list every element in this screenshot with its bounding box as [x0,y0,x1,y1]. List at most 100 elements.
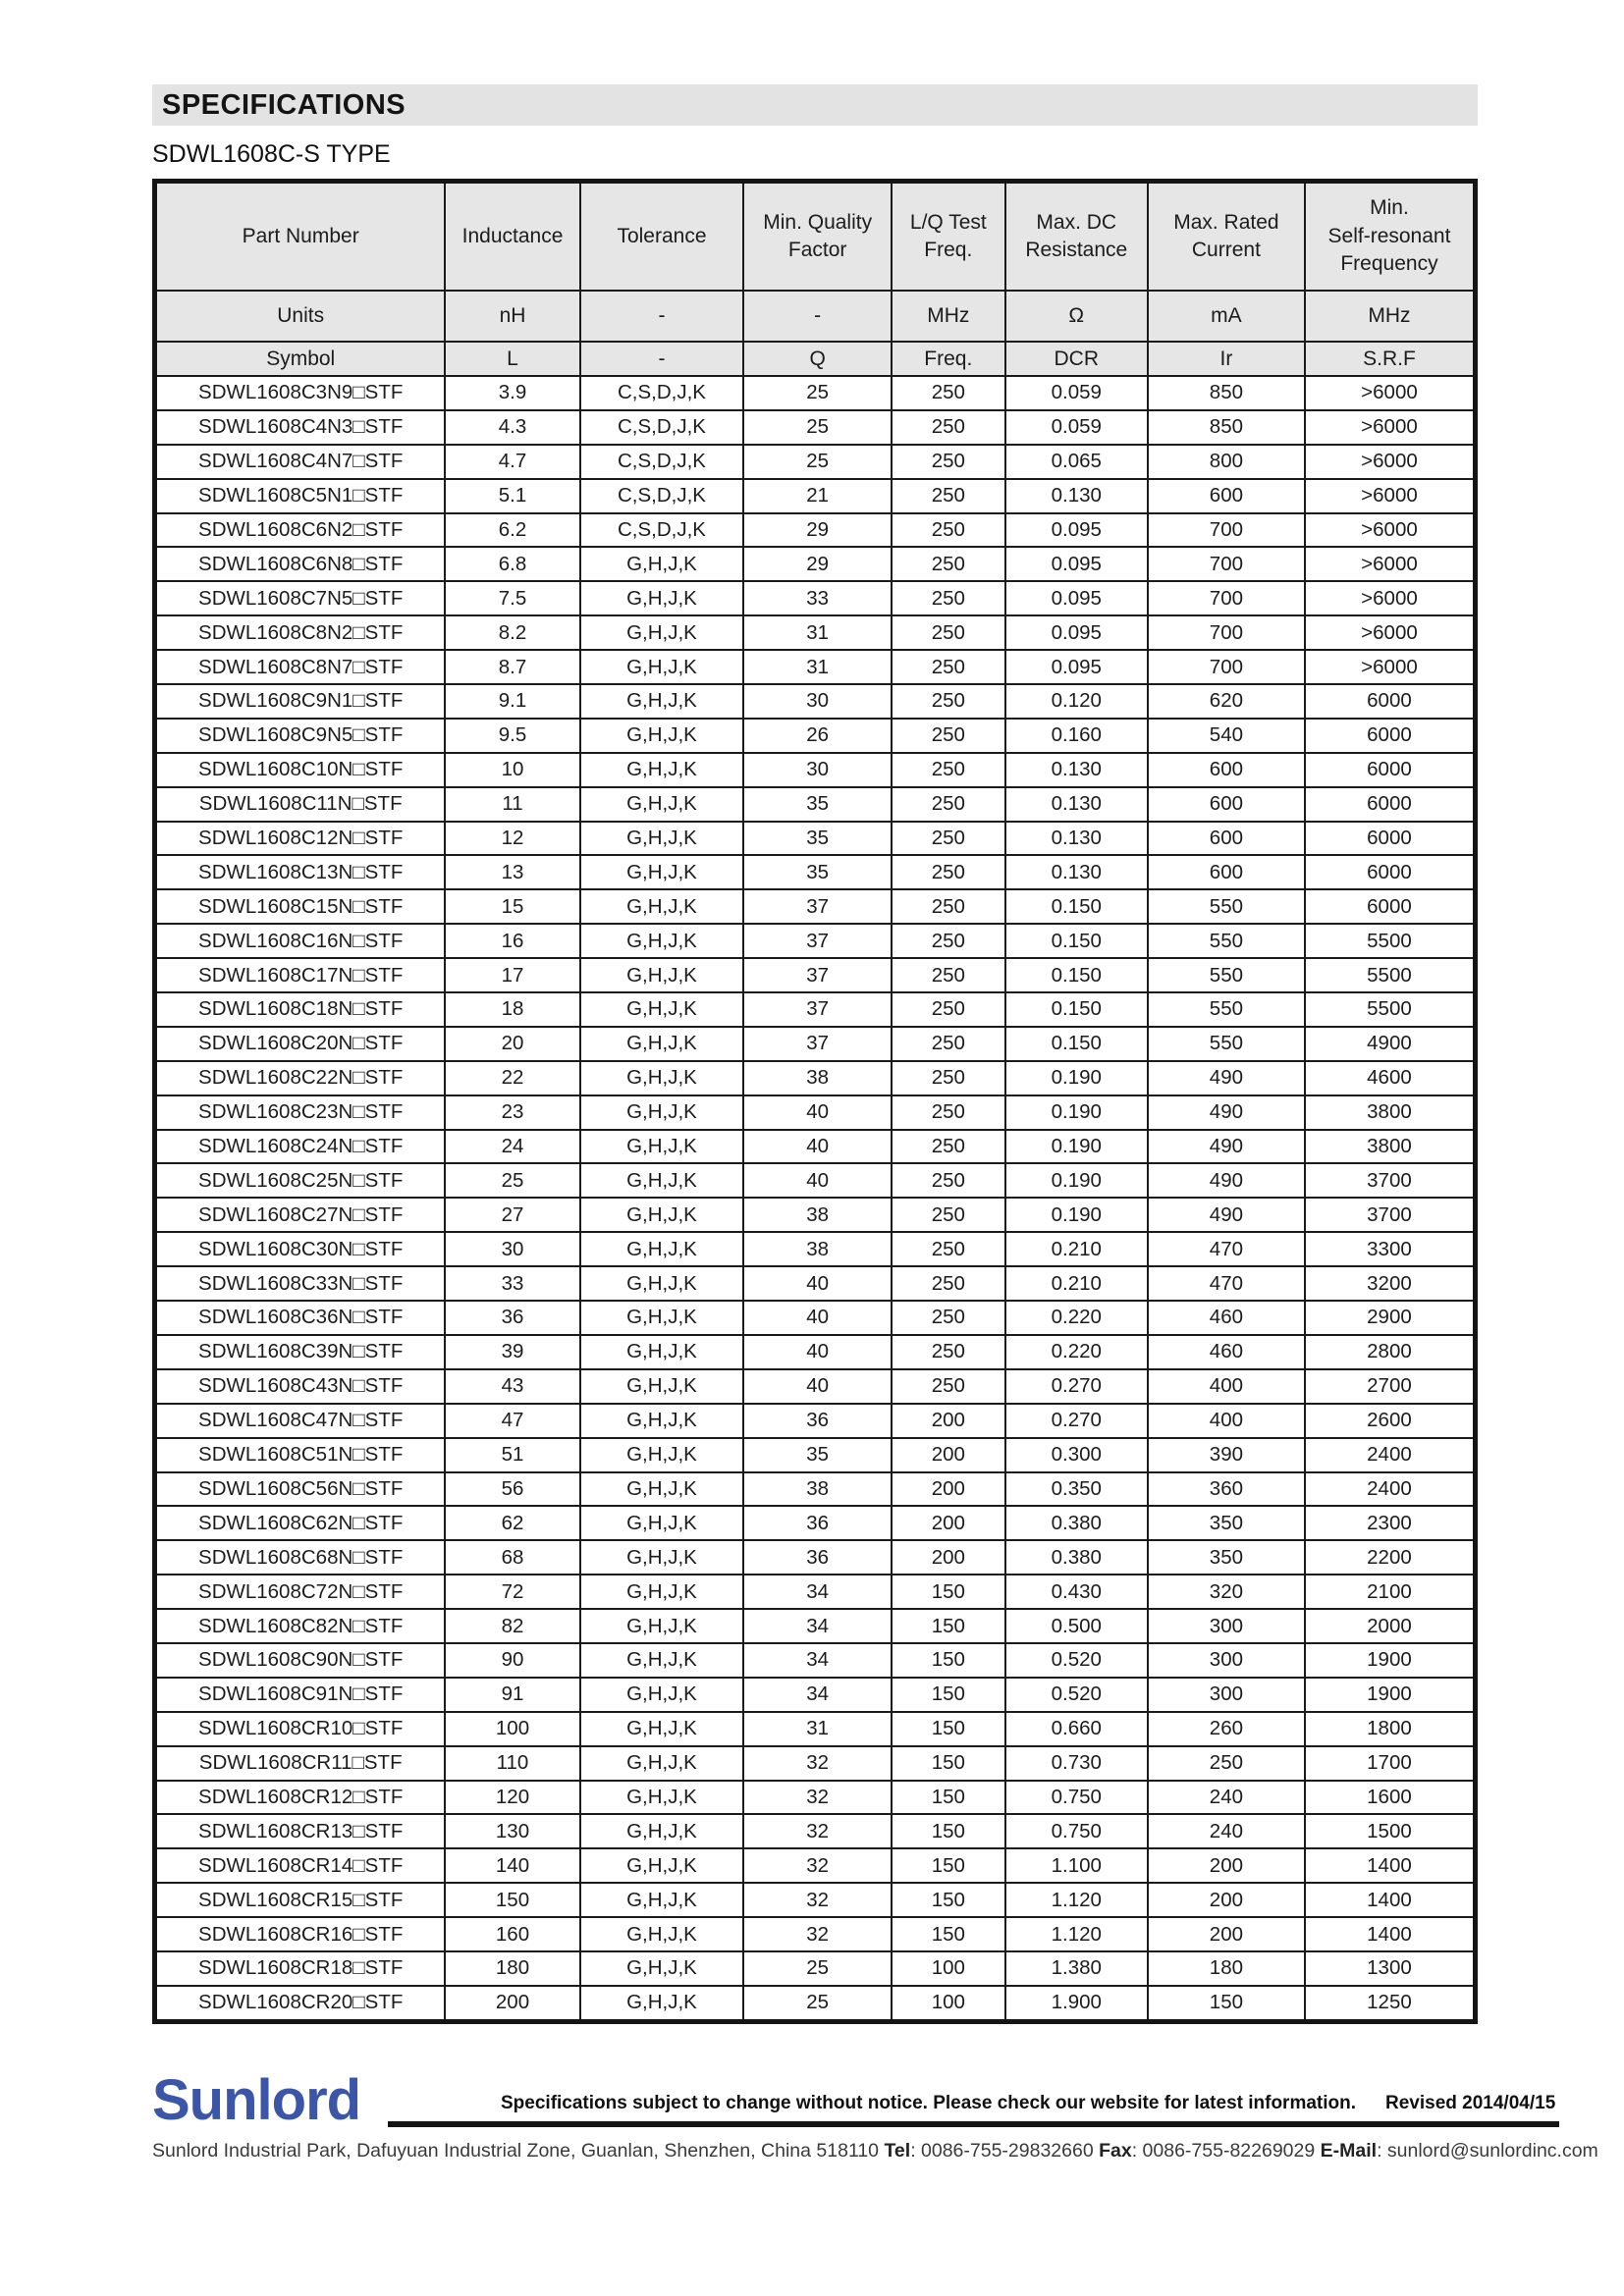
dcr-cell: 0.300 [1003,1436,1149,1473]
test-freq-cell: 250 [890,785,1006,823]
part-number-cell: SDWL1608C36N□STF [153,1300,447,1336]
table-row: SDWL1608CR14□STF 140 G,H,J,K 32 150 1.100 200 1… [153,1847,1477,1885]
tolerance-cell: G,H,J,K [578,1128,745,1165]
srf-cell: 6000 [1303,854,1477,891]
min-quality-factor-cell: 35 [742,785,893,823]
min-quality-factor-cell: 26 [742,717,893,754]
inductance-cell: 3.9 [444,375,581,411]
srf-cell: 4900 [1303,1025,1477,1062]
inductance-cell: 16 [444,923,581,960]
tolerance-cell: G,H,J,K [578,923,745,960]
units-tolerance-cell: - [578,290,745,343]
part-number-cell: SDWL1608C39N□STF [153,1333,447,1370]
inductance-cell: 72 [444,1574,581,1611]
srf-cell: >6000 [1303,649,1477,686]
inductance-cell: 9.5 [444,717,581,754]
table-row: SDWL1608C62N□STF 62 G,H,J,K 36 200 0.380 350 23… [153,1505,1477,1542]
tolerance-cell: G,H,J,K [578,1094,745,1131]
table-row: SDWL1608C6N8□STF 6.8 G,H,J,K 29 250 0.095 700 >… [153,546,1477,583]
srf-cell: >6000 [1303,375,1477,411]
srf-cell: 1300 [1303,1949,1477,1987]
units-label-cell: Units [153,290,447,343]
inductance-cell: 8.2 [444,614,581,652]
tolerance-cell: G,H,J,K [578,1059,745,1096]
tolerance-cell: G,H,J,K [578,546,745,583]
test-freq-cell: 250 [890,957,1006,994]
tolerance-cell: C,S,D,J,K [578,511,745,549]
part-number-cell: SDWL1608CR10□STF [153,1710,447,1747]
srf-cell: 3200 [1303,1265,1477,1303]
rated-current-cell: 250 [1146,1744,1306,1782]
test-freq-cell: 250 [890,477,1006,514]
specifications-table: Part Number Inductance Tolerance Min. Qu… [152,179,1478,2024]
inductance-cell: 8.7 [444,649,581,686]
tolerance-cell: G,H,J,K [578,1779,745,1816]
tolerance-cell: G,H,J,K [578,1949,745,1987]
test-freq-cell: 250 [890,1162,1006,1200]
tolerance-cell: G,H,J,K [578,854,745,891]
inductance-cell: 160 [444,1916,581,1952]
srf-cell: 1900 [1303,1641,1477,1679]
dcr-cell: 0.130 [1003,477,1149,514]
dcr-cell: 0.660 [1003,1710,1149,1747]
rated-current-cell: 390 [1146,1436,1306,1473]
part-number-cell: SDWL1608CR11□STF [153,1744,447,1782]
min-quality-factor-cell: 38 [742,1059,893,1096]
dcr-cell: 0.270 [1003,1367,1149,1405]
rated-current-cell: 460 [1146,1300,1306,1336]
inductance-cell: 68 [444,1539,581,1576]
min-quality-factor-cell: 25 [742,375,893,411]
min-quality-factor-cell: 32 [742,1744,893,1782]
test-freq-cell: 250 [890,1059,1006,1096]
tolerance-cell: G,H,J,K [578,1710,745,1747]
test-freq-cell: 250 [890,717,1006,754]
tolerance-cell: G,H,J,K [578,1025,745,1062]
inductance-cell: 33 [444,1265,581,1303]
min-quality-factor-cell: 38 [742,1470,893,1508]
rated-current-cell: 620 [1146,683,1306,720]
inductance-cell: 5.1 [444,477,581,514]
symbol-tolerance-cell: - [578,341,745,377]
dcr-cell: 0.190 [1003,1162,1149,1200]
dcr-cell: 0.750 [1003,1779,1149,1816]
part-number-cell: SDWL1608C47N□STF [153,1402,447,1439]
min-quality-factor-cell: 25 [742,1984,893,2023]
inductance-cell: 62 [444,1505,581,1542]
srf-cell: 2100 [1303,1574,1477,1611]
rated-current-cell: 200 [1146,1916,1306,1952]
sunlord-logo: Sunlord [152,2068,361,2132]
tolerance-cell: G,H,J,K [578,1300,745,1336]
test-freq-cell: 250 [890,375,1006,411]
fax-value: : 0086-755-82269029 [1131,2140,1321,2163]
rated-current-cell: 400 [1146,1367,1306,1405]
units-freq-cell: MHz [890,290,1006,343]
units-inductance-cell: nH [444,290,581,343]
units-dcr-cell: Ω [1003,290,1149,343]
srf-cell: 6000 [1303,751,1477,788]
tolerance-cell: G,H,J,K [578,888,745,926]
rated-current-cell: 600 [1146,751,1306,788]
min-quality-factor-cell: 29 [742,546,893,583]
rated-current-cell: 550 [1146,888,1306,926]
col-header-min-srf: Min. Self-resonant Frequency [1303,180,1477,292]
rated-current-cell: 490 [1146,1197,1306,1234]
dcr-cell: 0.270 [1003,1402,1149,1439]
srf-cell: 1400 [1303,1882,1477,1919]
table-row: SDWL1608CR16□STF 160 G,H,J,K 32 150 1.120 200 1… [153,1916,1477,1952]
page-content: SPECIFICATIONS SDWL1608C-S TYPE Part Num… [152,84,1478,2024]
symbol-freq-cell: Freq. [890,341,1006,377]
dcr-cell: 0.059 [1003,375,1149,411]
min-quality-factor-cell: 34 [742,1574,893,1611]
part-number-cell: SDWL1608C82N□STF [153,1608,447,1644]
min-quality-factor-cell: 25 [742,1949,893,1987]
part-number-cell: SDWL1608C4N7□STF [153,443,447,480]
inductance-cell: 43 [444,1367,581,1405]
inductance-cell: 180 [444,1949,581,1987]
symbol-q-cell: Q [742,341,893,377]
dcr-cell: 0.520 [1003,1676,1149,1713]
srf-cell: 4600 [1303,1059,1477,1096]
test-freq-cell: 250 [890,923,1006,960]
test-freq-cell: 250 [890,1333,1006,1370]
srf-cell: 2400 [1303,1436,1477,1473]
tolerance-cell: G,H,J,K [578,957,745,994]
